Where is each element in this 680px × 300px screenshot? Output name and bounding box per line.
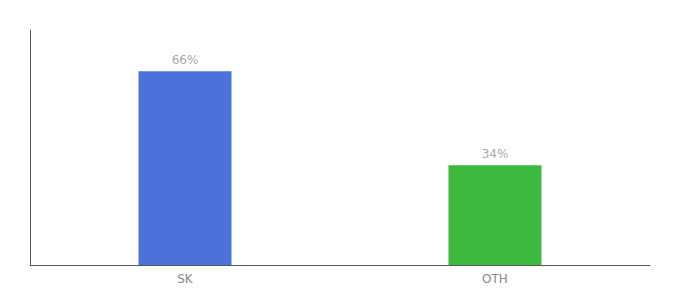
svg-text:SK: SK <box>177 272 194 286</box>
svg-text:66%: 66% <box>172 53 199 67</box>
svg-text:OTH: OTH <box>482 272 508 286</box>
svg-text:34%: 34% <box>482 147 509 161</box>
